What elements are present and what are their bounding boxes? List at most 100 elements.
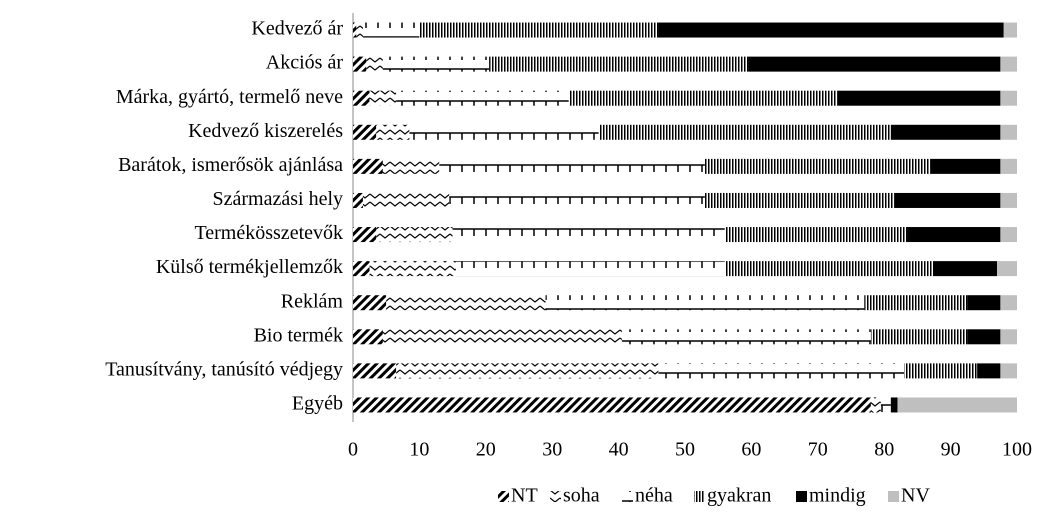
bar-segment bbox=[748, 56, 1001, 72]
bar-segment bbox=[449, 192, 705, 208]
bar-segment bbox=[977, 363, 1001, 379]
bar-segment bbox=[658, 22, 1004, 38]
y-tick-label: Termékösszetevők bbox=[194, 222, 343, 244]
bar-segment bbox=[369, 261, 456, 277]
bar-segment bbox=[1003, 22, 1017, 38]
bar-segment bbox=[353, 158, 383, 174]
bar-segment bbox=[880, 397, 891, 413]
bar-segment bbox=[353, 192, 363, 208]
bar-segment bbox=[396, 363, 659, 379]
legend-label: soha bbox=[563, 485, 600, 507]
bar-segment bbox=[369, 90, 397, 106]
bar-segment bbox=[353, 261, 370, 277]
bar-segment bbox=[455, 261, 725, 277]
bar-segment bbox=[362, 22, 420, 38]
bar-segment bbox=[658, 363, 905, 379]
bar-segment bbox=[489, 56, 749, 72]
legend-swatch bbox=[694, 491, 705, 502]
bar-segment bbox=[704, 158, 931, 174]
bar-segment bbox=[967, 295, 1001, 311]
legend-swatch bbox=[622, 491, 633, 502]
bar-segment bbox=[864, 295, 968, 311]
bar-segment bbox=[386, 295, 546, 311]
bar-segment bbox=[353, 363, 397, 379]
bar-segment bbox=[907, 227, 1001, 243]
y-tick-label: Reklám bbox=[281, 290, 344, 312]
legend-swatch bbox=[498, 491, 509, 502]
bar-segment bbox=[409, 124, 599, 140]
bar-segment bbox=[837, 90, 1001, 106]
bar-segment bbox=[396, 90, 569, 106]
bar-segment bbox=[967, 329, 1001, 345]
bar-segment bbox=[353, 90, 370, 106]
bar-segment bbox=[382, 56, 490, 72]
y-tick-label: Tanusítvány, tanúsító védjegy bbox=[105, 358, 343, 380]
legend-label: néha bbox=[635, 485, 673, 507]
x-tick-label: 100 bbox=[1002, 439, 1032, 461]
bar-segment bbox=[1000, 56, 1017, 72]
y-tick-label: Külső termékjellemzők bbox=[156, 256, 343, 278]
y-tick-label: Kedvező kiszerelés bbox=[188, 120, 343, 142]
bar-segment bbox=[894, 192, 1001, 208]
bar-segment bbox=[439, 158, 705, 174]
x-tick-label: 10 bbox=[409, 439, 429, 461]
legend-label: NT bbox=[511, 485, 538, 507]
y-tick-label: Kedvező ár bbox=[251, 18, 343, 40]
bar-segment bbox=[452, 227, 725, 243]
bar-segment bbox=[897, 397, 1017, 413]
bar-segment bbox=[362, 192, 450, 208]
bar-segment bbox=[724, 227, 908, 243]
bar-segment bbox=[353, 329, 383, 345]
bar-segment bbox=[419, 22, 659, 38]
legend-swatch bbox=[550, 491, 561, 502]
bar-segment bbox=[382, 329, 622, 345]
legend-swatch bbox=[796, 491, 807, 502]
y-tick-label: Barátok, ismerősök ajánlása bbox=[118, 154, 343, 176]
bar-segment bbox=[376, 227, 453, 243]
bar-segment bbox=[353, 227, 377, 243]
bar-segment bbox=[621, 329, 871, 345]
x-tick-label: 80 bbox=[874, 439, 894, 461]
x-tick-label: 30 bbox=[542, 439, 562, 461]
x-tick-label: 50 bbox=[675, 439, 695, 461]
bar-segment bbox=[1000, 192, 1017, 208]
legend-label: gyakran bbox=[707, 485, 771, 507]
bar-segment bbox=[930, 158, 1001, 174]
bar-segment bbox=[382, 158, 440, 174]
bar-segment bbox=[934, 261, 998, 277]
legend-swatch bbox=[888, 491, 899, 502]
bar-segment bbox=[353, 22, 357, 38]
y-tick-label: Bio termék bbox=[254, 324, 343, 346]
x-tick-label: 70 bbox=[808, 439, 828, 461]
bar-segment bbox=[870, 397, 881, 413]
x-tick-label: 20 bbox=[476, 439, 496, 461]
bar-segment bbox=[545, 295, 865, 311]
bar-segment bbox=[568, 90, 838, 106]
bar-segment bbox=[353, 124, 377, 140]
bar-segment bbox=[1000, 90, 1017, 106]
bar-segment bbox=[353, 295, 387, 311]
bar-segment bbox=[1000, 158, 1017, 174]
bar-segment bbox=[353, 397, 871, 413]
x-tick-label: 90 bbox=[941, 439, 961, 461]
x-tick-label: 40 bbox=[609, 439, 629, 461]
y-tick-label: Egyéb bbox=[292, 393, 343, 415]
bar-segment bbox=[890, 124, 1001, 140]
bar-segment bbox=[904, 363, 978, 379]
bar-segment bbox=[1000, 295, 1017, 311]
bar-segment bbox=[997, 261, 1017, 277]
bar-segment bbox=[1000, 329, 1017, 345]
y-tick-label: Származási hely bbox=[213, 188, 344, 210]
x-tick-label: 60 bbox=[741, 439, 761, 461]
legend-label: mindig bbox=[809, 485, 866, 507]
bar-segment bbox=[704, 192, 895, 208]
x-tick-label: 0 bbox=[348, 439, 358, 461]
y-tick-label: Akciós ár bbox=[266, 52, 344, 74]
legend-label: NV bbox=[901, 485, 930, 507]
bar-segment bbox=[1000, 124, 1017, 140]
bar-segment bbox=[1000, 363, 1017, 379]
bar-segment bbox=[890, 397, 898, 413]
bar-segment bbox=[353, 56, 367, 72]
bar-segment bbox=[870, 329, 968, 345]
